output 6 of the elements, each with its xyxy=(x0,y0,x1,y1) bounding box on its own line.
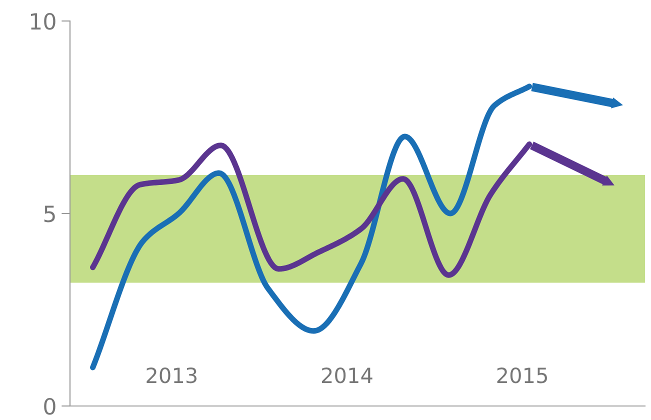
y-tick-label: 0 xyxy=(44,398,56,415)
y-tick-label: 5 xyxy=(44,206,55,222)
x-tick-label: 2013 xyxy=(146,367,197,384)
x-tick-label: 2014 xyxy=(322,367,372,384)
x-tick-label: 2015 xyxy=(497,367,547,384)
y-tick-label: 10 xyxy=(30,12,56,30)
